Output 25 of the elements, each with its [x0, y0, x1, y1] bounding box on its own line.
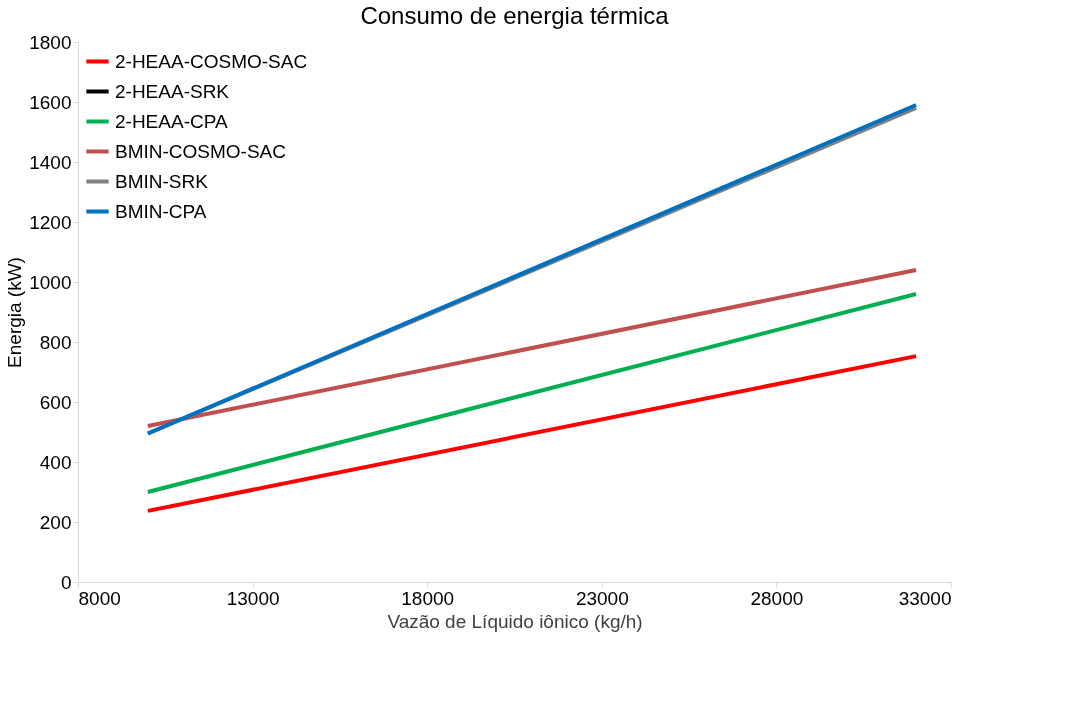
x-tick-label: 23000 [575, 587, 629, 609]
legend-label: 2-HEAA-COSMO-SAC [115, 50, 308, 72]
y-tick-label: 1400 [29, 151, 72, 173]
y-tick-label: 400 [39, 451, 72, 473]
legend-label: 2-HEAA-CPA [115, 110, 228, 132]
y-tick-label: 1000 [29, 271, 72, 293]
y-tick-label: 800 [39, 331, 72, 353]
y-tick-label: 200 [39, 511, 72, 533]
x-tick-label: 33000 [898, 587, 952, 609]
y-tick-label: 1600 [29, 91, 72, 113]
legend-label: 2-HEAA-SRK [115, 80, 230, 102]
y-axis-title: Energia (kW) [4, 257, 26, 368]
y-tick-label: 600 [39, 391, 72, 413]
x-axis-title: Vazão de Líquido iônico (kg/h) [387, 610, 643, 632]
legend-label: BMIN-CPA [115, 200, 207, 222]
y-tick-label: 1200 [29, 211, 72, 233]
chart-title: Consumo de energia térmica [360, 2, 670, 29]
x-tick-label: 18000 [401, 587, 455, 609]
legend-label: BMIN-SRK [115, 170, 209, 192]
y-tick-label: 0 [60, 571, 72, 593]
x-tick-label: 28000 [750, 587, 804, 609]
x-tick-label: 8000 [78, 587, 121, 609]
legend-label: BMIN-COSMO-SAC [115, 140, 286, 162]
x-tick-label: 13000 [226, 587, 280, 609]
y-tick-label: 1800 [29, 31, 72, 53]
